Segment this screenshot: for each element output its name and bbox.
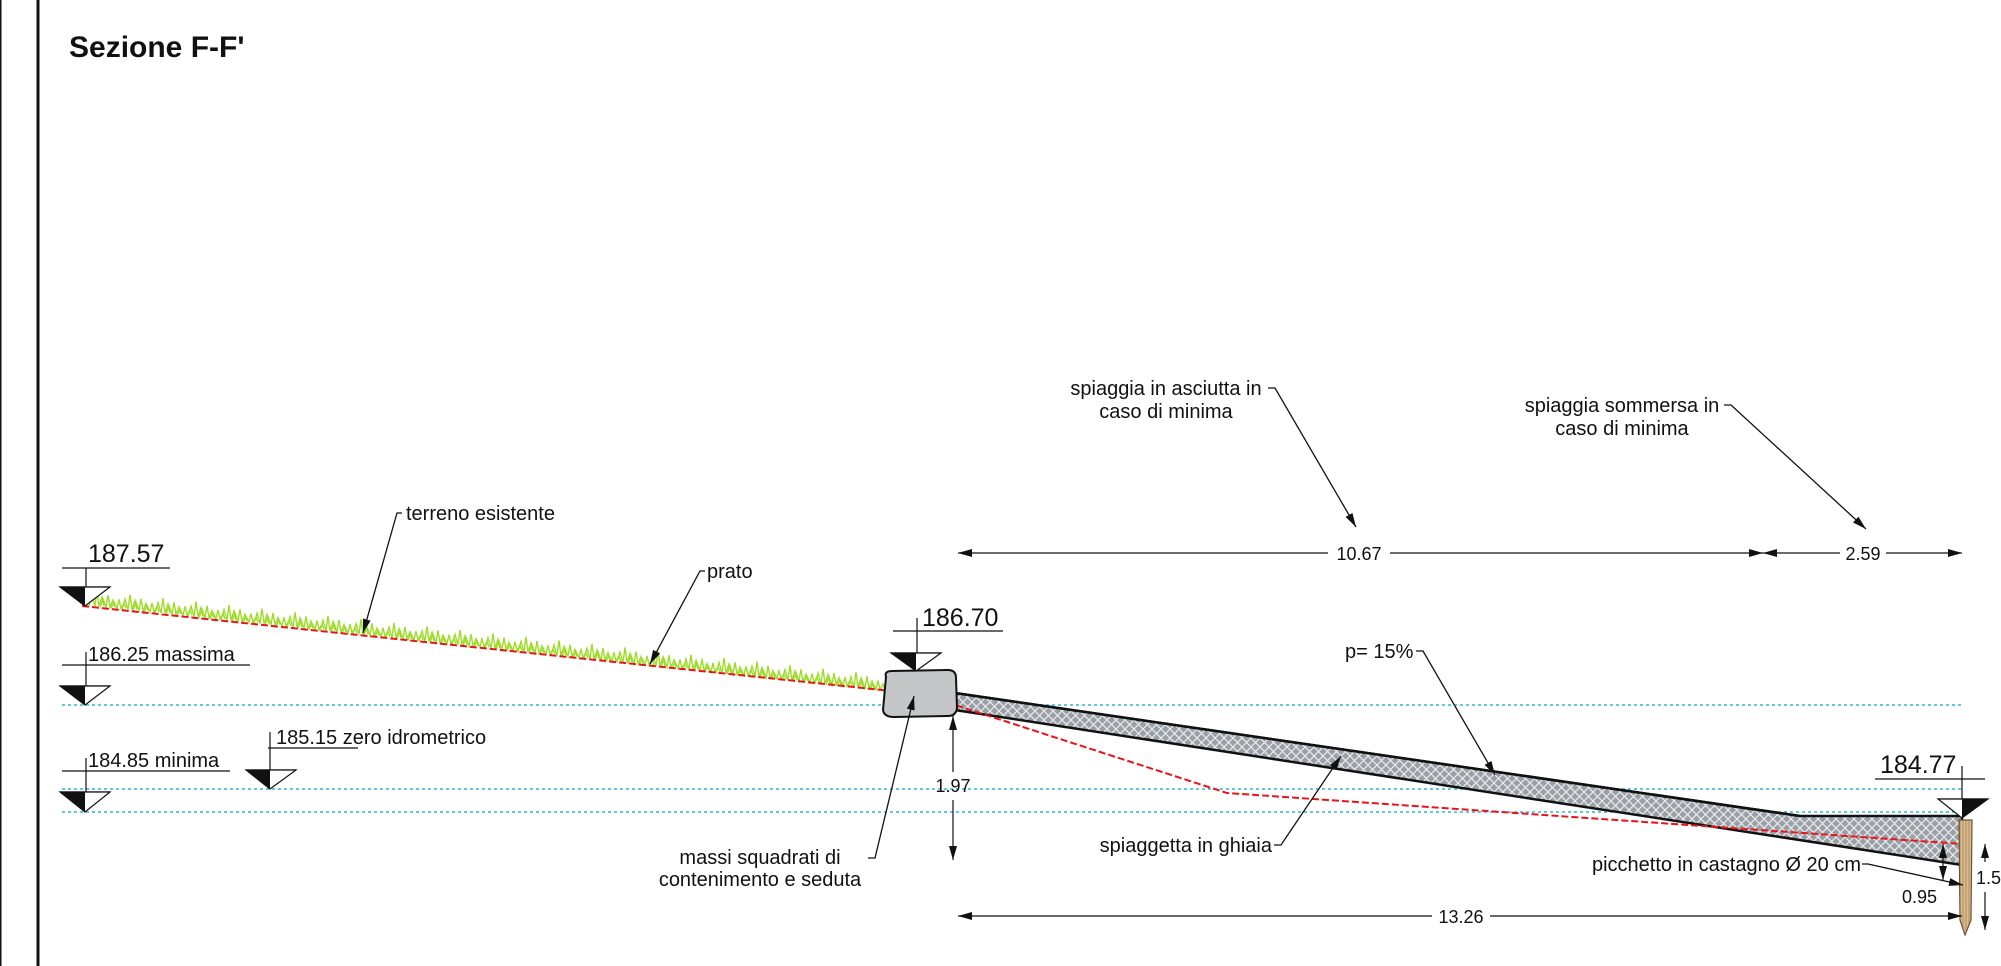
grass-tuft bbox=[253, 608, 270, 624]
grass-tuft bbox=[869, 680, 886, 692]
grass-tuft bbox=[484, 633, 501, 649]
grass-tuft bbox=[330, 619, 347, 635]
elevation-label: 187.57 bbox=[88, 540, 164, 568]
grass-tuft bbox=[132, 598, 149, 614]
grass-tuft bbox=[792, 669, 809, 685]
grass-tuft bbox=[781, 665, 798, 681]
grass-tuft bbox=[858, 676, 875, 692]
leader-massi: massi squadrati di contenimento e seduta bbox=[659, 695, 915, 891]
leader-slope: p= 15% bbox=[1345, 641, 1496, 776]
grass-tuft bbox=[715, 658, 732, 674]
grass-tuft bbox=[759, 665, 776, 681]
grass-tuft bbox=[121, 594, 138, 610]
leader-asciutta: spiaggia in asciutta in caso di minima bbox=[1070, 378, 1357, 528]
grass-tuft bbox=[385, 622, 402, 639]
squared-boulder bbox=[881, 668, 959, 719]
grass-tuft bbox=[682, 654, 699, 670]
grass-tuft bbox=[231, 609, 248, 625]
grass-tuft bbox=[220, 605, 237, 621]
grass-tuft bbox=[396, 626, 413, 642]
grass-tuft bbox=[462, 633, 479, 649]
grass-tuft bbox=[561, 644, 578, 660]
grass-tuft bbox=[594, 648, 611, 663]
grass-tuft bbox=[165, 602, 182, 618]
grass-tuft bbox=[616, 647, 633, 663]
dimension-0-95: 0.95 bbox=[1902, 844, 1947, 907]
dimension-10-67: 10.67 bbox=[958, 544, 1763, 564]
picchetto-label: picchetto in castagno Ø 20 cm bbox=[1592, 854, 1861, 876]
grass-tuft bbox=[814, 668, 831, 684]
grass-tuft bbox=[583, 643, 600, 660]
massi-label-line1: massi squadrati di bbox=[679, 847, 840, 869]
massi-label-line2: contenimento e seduta bbox=[659, 869, 862, 891]
grass-tuft bbox=[154, 597, 171, 614]
sheet-frame bbox=[0, 0, 40, 966]
elevation-label: 184.77 bbox=[1880, 751, 1956, 779]
grass-tuft bbox=[660, 655, 677, 670]
grass-tuft bbox=[847, 672, 864, 688]
grass-tuft bbox=[264, 612, 281, 628]
prato-label: prato bbox=[707, 561, 753, 583]
grass-tuft bbox=[550, 640, 567, 656]
water-level-lines bbox=[62, 704, 1963, 813]
elevation-marker-zero: 185.15 zero idrometrico bbox=[244, 727, 486, 790]
grass-tuft bbox=[693, 658, 710, 674]
dimension-label: 1.97 bbox=[935, 776, 970, 796]
asciutta-label-line1: spiaggia in asciutta in bbox=[1070, 378, 1261, 400]
gravel-top-line bbox=[954, 691, 1801, 818]
elevation-marker-187-57: 187.57 bbox=[58, 540, 170, 607]
grass-tuft bbox=[528, 640, 545, 656]
grass-tuft bbox=[286, 612, 303, 628]
dimension-label: 2.59 bbox=[1845, 544, 1880, 564]
chestnut-stake bbox=[1958, 819, 1973, 937]
leader-prato: prato bbox=[649, 561, 753, 665]
grass-tuft bbox=[297, 616, 314, 632]
elevation-label: 186.70 bbox=[922, 604, 998, 632]
section-title: Sezione F-F' bbox=[69, 31, 244, 64]
sommersa-label-line1: spiaggia sommersa in bbox=[1525, 395, 1720, 417]
elevation-marker-184-77: 184.77 bbox=[1875, 751, 1990, 819]
grass-tuft bbox=[825, 672, 842, 688]
sommersa-label-line2: caso di minima bbox=[1555, 418, 1689, 440]
existing-ground-line bbox=[81, 605, 1963, 845]
massima-label: 186.25 massima bbox=[88, 644, 236, 666]
grass-tuft bbox=[198, 605, 215, 621]
leader-ghiaia: spiaggetta in ghiaia bbox=[1100, 755, 1342, 857]
grass-tuft bbox=[451, 629, 468, 646]
grass-tuft bbox=[429, 630, 446, 646]
dimension-13-26: 13.26 bbox=[958, 907, 1962, 927]
leader-picchetto: picchetto in castagno Ø 20 cm bbox=[1592, 854, 1964, 886]
dimension-label: 10.67 bbox=[1336, 544, 1381, 564]
elevation-marker-massima: 186.25 massima bbox=[58, 644, 250, 706]
grass-tuft bbox=[748, 661, 765, 677]
elevation-marker-minima: 184.85 minima bbox=[58, 750, 230, 813]
grass-tuft bbox=[99, 595, 116, 610]
dimension-label: 0.95 bbox=[1902, 887, 1937, 907]
dimension-2-59: 2.59 bbox=[1763, 544, 1962, 564]
grass-tuft bbox=[187, 601, 204, 617]
slope-label: p= 15% bbox=[1345, 641, 1414, 663]
minima-label: 184.85 minima bbox=[88, 750, 220, 772]
asciutta-label-line2: caso di minima bbox=[1099, 401, 1233, 423]
dimension-label: 1.5 bbox=[1976, 868, 2001, 888]
dimension-1-97: 1.97 bbox=[935, 716, 971, 860]
terreno-label: terreno esistente bbox=[406, 503, 555, 525]
grass-tuft bbox=[319, 615, 336, 631]
grass-lawn bbox=[88, 590, 886, 692]
leader-sommersa: spiaggia sommersa in caso di minima bbox=[1525, 395, 1867, 530]
dimension-1-5: 1.5 bbox=[1976, 844, 2001, 930]
leader-terreno: terreno esistente bbox=[362, 503, 555, 634]
grass-tuft bbox=[726, 662, 743, 678]
grass-tuft bbox=[517, 636, 534, 653]
elevation-marker-186-70: 186.70 bbox=[889, 604, 1003, 672]
ghiaia-label: spiaggetta in ghiaia bbox=[1100, 835, 1273, 857]
zero-label: 185.15 zero idrometrico bbox=[276, 727, 486, 749]
grass-tuft bbox=[418, 626, 435, 642]
grass-tuft bbox=[495, 637, 512, 653]
dimension-label: 13.26 bbox=[1438, 907, 1483, 927]
grass-tuft bbox=[627, 651, 644, 667]
